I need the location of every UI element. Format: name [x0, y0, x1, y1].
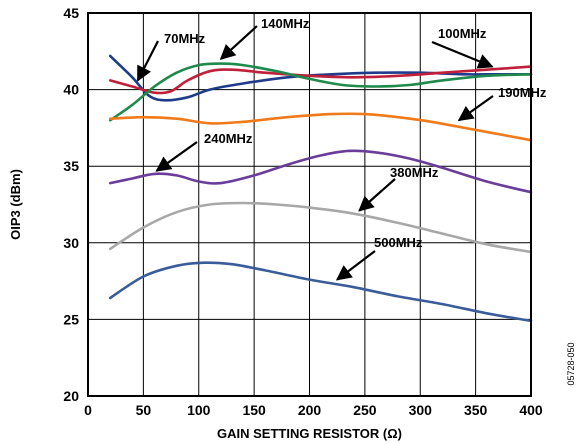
y-tick-label: 25 [63, 311, 79, 327]
callout-label-70mhz: 70MHz [164, 31, 206, 46]
y-tick-label: 20 [63, 388, 79, 404]
series-line-500mhz [108, 261, 533, 323]
y-axis-title: OIP3 (dBm) [8, 169, 23, 240]
series-line-70mhz [108, 54, 533, 102]
x-tick-label: 200 [298, 402, 322, 418]
x-tick-label: 0 [84, 402, 92, 418]
callout-label-240mhz: 240MHz [204, 131, 253, 146]
callout-arrow [335, 250, 376, 281]
y-tick-label: 30 [63, 235, 79, 251]
series-line-100mhz [108, 62, 533, 122]
x-axis-title: GAIN SETTING RESISTOR (Ω) [217, 426, 402, 441]
series-line-140mhz [108, 65, 533, 95]
series-line-240mhz [108, 149, 533, 194]
callouts: 70MHz 140MHz 100MHz 190MHz 240MHz 380MHz 500MH… [136, 16, 547, 281]
callout-label-140mhz: 140MHz [261, 16, 310, 31]
y-tick-label: 45 [63, 5, 79, 21]
x-tick-label: 350 [464, 402, 488, 418]
x-tick-label: 100 [187, 402, 211, 418]
callout-arrow [219, 25, 258, 60]
series-lines [108, 54, 533, 323]
x-tick-label: 300 [409, 402, 433, 418]
x-tick-label: 250 [353, 402, 377, 418]
callout-arrow [431, 40, 494, 69]
callout-arrow [136, 40, 159, 82]
figure-code: 05728-050 [566, 342, 576, 385]
y-tick-label: 35 [63, 158, 79, 174]
callout-arrow [457, 95, 494, 122]
callout-arrow [358, 178, 396, 212]
tick-labels: 0 50 100 150 200 250 300 350 400 20 25 30 35 40 45 [63, 5, 542, 418]
plot-frame [87, 12, 532, 397]
callout-label-100mhz: 100MHz [438, 26, 487, 41]
callout-label-500mhz: 500MHz [374, 235, 423, 250]
series-line-190mhz [108, 112, 533, 142]
callout-label-190mhz: 190MHz [498, 85, 547, 100]
x-tick-label: 150 [242, 402, 266, 418]
callout-arrow [155, 141, 198, 172]
x-tick-label: 400 [519, 402, 543, 418]
y-tick-label: 40 [63, 82, 79, 98]
series-line-380mhz [108, 201, 533, 254]
x-tick-label: 50 [136, 402, 152, 418]
callout-label-380mhz: 380MHz [390, 165, 439, 180]
